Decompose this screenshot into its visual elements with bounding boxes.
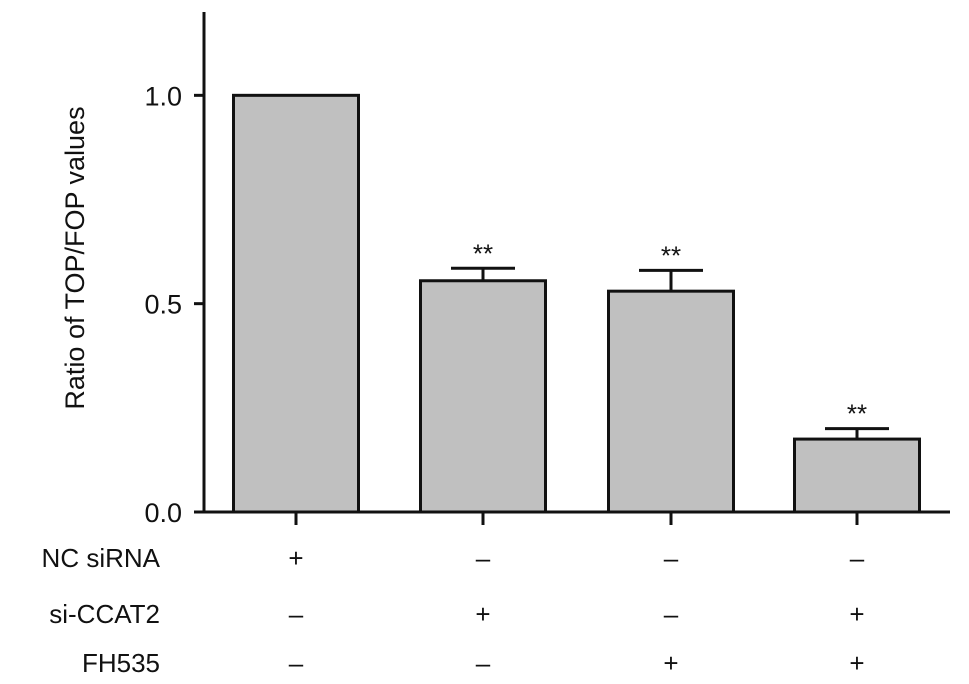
treatment-sign: – xyxy=(664,599,679,629)
significance-marker: ** xyxy=(473,238,493,268)
treatment-sign: – xyxy=(289,648,304,678)
y-axis-title: Ratio of TOP/FOP values xyxy=(60,106,90,409)
treatment-sign: + xyxy=(849,648,864,678)
treatment-sign: – xyxy=(476,648,491,678)
significance-group: ** ** ** xyxy=(473,238,867,428)
treatment-sign: – xyxy=(850,543,865,573)
x-ticks-group xyxy=(294,512,859,525)
y-tick-label: 0.5 xyxy=(144,290,182,320)
error-bars-group xyxy=(451,266,889,440)
treatment-sign: + xyxy=(475,599,490,629)
significance-marker: ** xyxy=(661,240,681,270)
significance-marker: ** xyxy=(847,399,867,429)
treatment-sign: + xyxy=(849,599,864,629)
bar xyxy=(232,93,360,514)
y-tick-label: 1.0 xyxy=(144,81,182,111)
bar xyxy=(793,437,921,514)
treatment-sign: + xyxy=(288,543,303,573)
treatment-table: NC siRNA + – – – si-CCAT2 – + – + FH535 – – + + xyxy=(42,543,865,678)
treatment-row-label: si-CCAT2 xyxy=(49,599,160,629)
bar xyxy=(419,279,547,514)
bar xyxy=(607,289,735,514)
y-ticks-group: 0.0 0.5 1.0 xyxy=(144,81,204,528)
y-tick-label: 0.0 xyxy=(144,498,182,528)
treatment-sign: – xyxy=(664,543,679,573)
treatment-sign: + xyxy=(663,648,678,678)
treatment-sign: – xyxy=(476,543,491,573)
treatment-row-label: NC siRNA xyxy=(42,543,161,573)
bars-group xyxy=(232,93,921,514)
treatment-row-label: FH535 xyxy=(82,648,160,678)
treatment-sign: – xyxy=(289,599,304,629)
